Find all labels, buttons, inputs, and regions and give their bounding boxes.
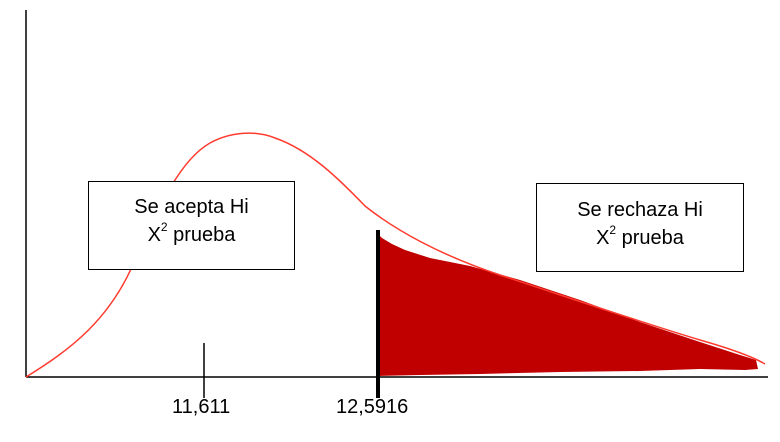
chi-superscript: 2 <box>609 223 617 238</box>
critical-value-label: 12,5916 <box>336 396 409 418</box>
reject-region-title: Se rechaza Hi <box>577 199 703 221</box>
reject-stat-label: prueba <box>616 227 684 249</box>
accept-region-stat: X2 prueba <box>89 221 294 249</box>
reject-region-box: Se rechaza Hi X2 prueba <box>536 183 744 272</box>
reject-region-stat: X2 prueba <box>537 224 743 252</box>
observed-value-label: 11,611 <box>172 396 231 418</box>
chi-superscript: 2 <box>160 220 168 235</box>
chi-symbol: X <box>147 224 161 246</box>
chi-symbol: X <box>596 227 610 249</box>
rejection-region <box>376 232 758 376</box>
accept-region-title: Se acepta Hi <box>134 196 249 218</box>
accept-region-box: Se acepta Hi X2 prueba <box>88 181 295 270</box>
accept-stat-label: prueba <box>167 224 236 246</box>
